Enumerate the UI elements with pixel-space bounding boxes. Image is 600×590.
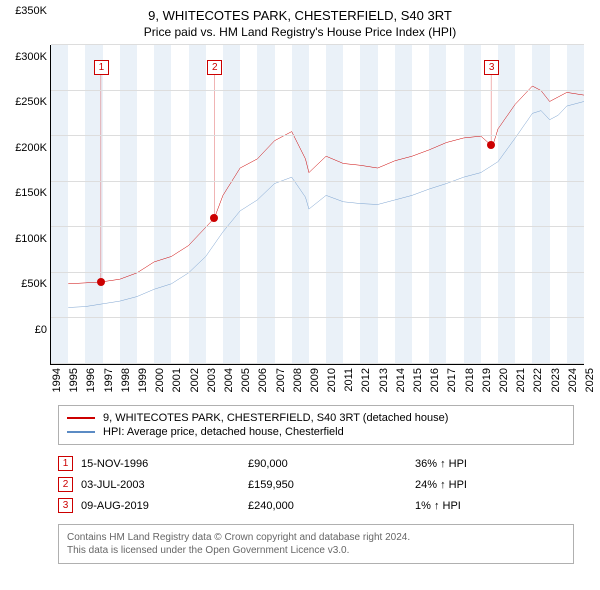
legend-label: HPI: Average price, detached house, Ches… <box>103 426 344 438</box>
legend-row: HPI: Average price, detached house, Ches… <box>67 425 565 439</box>
y-axis-label: £0 <box>35 324 51 336</box>
grid-line <box>51 226 584 227</box>
x-axis-label: 2000 <box>154 368 166 392</box>
chart-title: 9, WHITECOTES PARK, CHESTERFIELD, S40 3R… <box>10 8 590 23</box>
x-axis-label: 2025 <box>584 368 596 392</box>
legend-swatch <box>67 431 95 433</box>
series-property <box>68 86 584 284</box>
grid-line <box>51 90 584 91</box>
legend-swatch <box>67 417 95 419</box>
sale-marker-box: 2 <box>207 60 222 75</box>
legend-row: 9, WHITECOTES PARK, CHESTERFIELD, S40 3R… <box>67 411 565 425</box>
grid-line <box>51 317 584 318</box>
grid-line <box>51 135 584 136</box>
sale-price: £240,000 <box>248 500 407 512</box>
footer-line1: Contains HM Land Registry data © Crown c… <box>67 531 565 544</box>
sale-date: 09-AUG-2019 <box>81 500 240 512</box>
footer-line2: This data is licensed under the Open Gov… <box>67 544 565 557</box>
series-hpi <box>68 101 584 307</box>
x-axis-label: 2020 <box>498 368 510 392</box>
grid-line <box>51 181 584 182</box>
x-axis-label: 2005 <box>240 368 252 392</box>
sale-row-marker: 1 <box>58 456 73 471</box>
y-axis-label: £100K <box>15 233 51 245</box>
x-axis-label: 2001 <box>171 368 183 392</box>
x-axis-label: 1997 <box>103 368 115 392</box>
y-axis-label: £200K <box>15 142 51 154</box>
plot-region: £0£50K£100K£150K£200K£250K£300K£350K1994… <box>50 45 584 365</box>
x-axis-label: 2010 <box>326 368 338 392</box>
x-axis-label: 2017 <box>446 368 458 392</box>
grid-line <box>51 272 584 273</box>
x-axis-label: 1999 <box>137 368 149 392</box>
sale-row-marker: 2 <box>58 477 73 492</box>
sale-marker-dot <box>487 141 495 149</box>
sale-price: £90,000 <box>248 458 407 470</box>
chart-subtitle: Price paid vs. HM Land Registry's House … <box>10 25 590 39</box>
x-axis-label: 2012 <box>360 368 372 392</box>
x-axis-label: 2023 <box>550 368 562 392</box>
sale-date: 03-JUL-2003 <box>81 479 240 491</box>
sale-pct: 24% ↑ HPI <box>415 479 574 491</box>
sale-marker-dot <box>210 214 218 222</box>
x-axis-label: 2014 <box>395 368 407 392</box>
sales-table: 1 15-NOV-1996 £90,000 36% ↑ HPI 2 03-JUL-2003… <box>58 453 574 516</box>
x-axis-label: 2002 <box>189 368 201 392</box>
grid-line <box>51 363 584 364</box>
x-axis-label: 2011 <box>343 368 355 392</box>
sale-row: 2 03-JUL-2003 £159,950 24% ↑ HPI <box>58 474 574 495</box>
y-axis-label: £300K <box>15 51 51 63</box>
x-axis-label: 2015 <box>412 368 424 392</box>
x-axis-label: 2003 <box>206 368 218 392</box>
y-axis-label: £50K <box>21 278 51 290</box>
sale-row: 3 09-AUG-2019 £240,000 1% ↑ HPI <box>58 495 574 516</box>
x-axis-label: 2013 <box>378 368 390 392</box>
sale-row: 1 15-NOV-1996 £90,000 36% ↑ HPI <box>58 453 574 474</box>
sale-pct: 36% ↑ HPI <box>415 458 574 470</box>
sale-row-marker: 3 <box>58 498 73 513</box>
chart-area: £0£50K£100K£150K£200K£250K£300K£350K1994… <box>50 45 584 395</box>
x-axis-label: 2018 <box>464 368 476 392</box>
chart-svg <box>51 45 584 364</box>
footer-box: Contains HM Land Registry data © Crown c… <box>58 524 574 564</box>
x-axis-label: 2008 <box>292 368 304 392</box>
y-axis-label: £250K <box>15 96 51 108</box>
y-axis-label: £150K <box>15 187 51 199</box>
x-axis-label: 1995 <box>68 368 80 392</box>
legend-label: 9, WHITECOTES PARK, CHESTERFIELD, S40 3R… <box>103 412 448 424</box>
x-axis-label: 2021 <box>515 368 527 392</box>
x-axis-label: 1996 <box>85 368 97 392</box>
legend-box: 9, WHITECOTES PARK, CHESTERFIELD, S40 3R… <box>58 405 574 445</box>
x-axis-label: 1998 <box>120 368 132 392</box>
sale-price: £159,950 <box>248 479 407 491</box>
grid-line <box>51 44 584 45</box>
x-axis-label: 2006 <box>257 368 269 392</box>
x-axis-label: 2007 <box>275 368 287 392</box>
sale-marker-box: 3 <box>484 60 499 75</box>
x-axis-label: 2009 <box>309 368 321 392</box>
sale-pct: 1% ↑ HPI <box>415 500 574 512</box>
sale-marker-dot <box>97 278 105 286</box>
sale-marker-box: 1 <box>94 60 109 75</box>
y-axis-label: £350K <box>15 5 51 17</box>
x-axis-label: 2004 <box>223 368 235 392</box>
chart-container: 9, WHITECOTES PARK, CHESTERFIELD, S40 3R… <box>0 0 600 590</box>
x-axis-label: 2022 <box>532 368 544 392</box>
x-axis-label: 2019 <box>481 368 493 392</box>
x-axis-label: 2024 <box>567 368 579 392</box>
sale-date: 15-NOV-1996 <box>81 458 240 470</box>
x-axis-label: 2016 <box>429 368 441 392</box>
x-axis-label: 1994 <box>51 368 63 392</box>
